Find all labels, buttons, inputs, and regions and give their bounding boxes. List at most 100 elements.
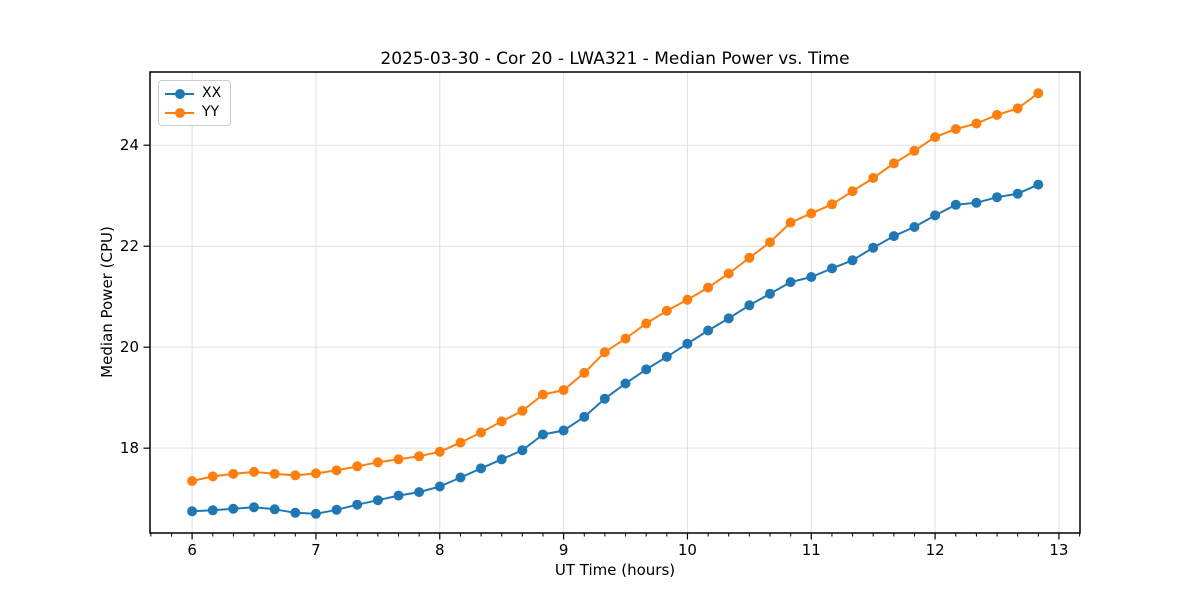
legend-line-marker-icon bbox=[165, 88, 194, 99]
data-point-YY bbox=[310, 468, 321, 479]
data-point-YY bbox=[785, 217, 796, 228]
legend-label-XX: XX bbox=[202, 85, 222, 101]
data-point-XX bbox=[249, 502, 259, 513]
data-point-XX bbox=[537, 429, 548, 440]
data-point-YY bbox=[909, 145, 920, 156]
data-point-YY bbox=[1012, 103, 1023, 114]
data-point-XX bbox=[187, 506, 198, 517]
axes-box bbox=[149, 71, 1081, 534]
data-point-YY bbox=[517, 405, 528, 416]
data-point-YY bbox=[661, 305, 672, 316]
data-point-XX bbox=[744, 300, 755, 311]
y-tick-label: 20 bbox=[120, 338, 139, 356]
data-point-XX bbox=[847, 255, 858, 266]
x-tick-label: 8 bbox=[435, 541, 445, 559]
data-point-YY bbox=[744, 252, 755, 263]
data-point-YY bbox=[723, 268, 734, 279]
x-tick-label: 7 bbox=[311, 541, 321, 559]
data-point-XX bbox=[269, 504, 280, 515]
data-point-XX bbox=[207, 505, 218, 516]
data-point-XX bbox=[393, 490, 404, 501]
series-XX bbox=[187, 179, 1044, 519]
data-point-YY bbox=[888, 158, 899, 169]
data-point-YY bbox=[249, 466, 259, 477]
data-point-XX bbox=[641, 364, 652, 375]
data-point-XX bbox=[827, 263, 837, 274]
x-tick-label: 10 bbox=[678, 541, 697, 559]
legend-entry-YY: YY bbox=[165, 105, 221, 120]
data-point-XX bbox=[517, 445, 528, 456]
data-point-XX bbox=[930, 210, 941, 221]
data-point-XX bbox=[661, 351, 672, 362]
data-point-YY bbox=[187, 476, 198, 486]
data-point-YY bbox=[476, 427, 486, 438]
x-tick-label: 12 bbox=[926, 541, 945, 559]
data-point-YY bbox=[393, 454, 404, 465]
data-point-YY bbox=[703, 282, 714, 293]
data-point-XX bbox=[682, 338, 693, 349]
data-point-XX bbox=[455, 472, 466, 483]
data-point-YY bbox=[290, 470, 301, 481]
data-point-XX bbox=[723, 313, 734, 324]
data-point-YY bbox=[207, 471, 218, 482]
legend-entry-XX: XX bbox=[165, 86, 221, 101]
data-point-XX bbox=[992, 192, 1002, 203]
data-point-XX bbox=[909, 222, 920, 232]
y-tick-label: 24 bbox=[120, 136, 139, 154]
chart-title: 2025-03-30 - Cor 20 - LWA321 - Median Po… bbox=[380, 49, 850, 69]
data-point-XX bbox=[868, 242, 879, 253]
x-axis: 6 7 8 9 10 11 12 13 bbox=[187, 533, 1068, 559]
data-point-YY bbox=[558, 385, 569, 396]
data-point-XX bbox=[434, 481, 445, 492]
data-point-XX bbox=[310, 508, 321, 519]
data-point-XX bbox=[703, 325, 714, 336]
data-point-XX bbox=[1012, 188, 1023, 199]
data-point-XX bbox=[765, 288, 775, 299]
data-point-YY bbox=[228, 468, 239, 479]
grid bbox=[150, 72, 1080, 533]
y-axis: 18 20 22 24 bbox=[120, 136, 150, 457]
data-point-YY bbox=[620, 333, 631, 344]
data-point-YY bbox=[599, 347, 610, 358]
data-point-YY bbox=[331, 465, 342, 476]
data-point-YY bbox=[455, 437, 466, 448]
legend-line-marker-icon bbox=[165, 107, 194, 118]
data-point-XX bbox=[228, 503, 239, 514]
data-point-YY bbox=[682, 294, 693, 305]
data-point-YY bbox=[269, 468, 280, 479]
x-axis-minor-ticks bbox=[150, 533, 1081, 537]
data-point-YY bbox=[579, 367, 590, 378]
data-point-YY bbox=[827, 199, 837, 210]
series-line-XX bbox=[191, 183, 1040, 515]
data-point-YY bbox=[847, 186, 858, 197]
data-point-XX bbox=[558, 425, 569, 436]
data-point-YY bbox=[950, 124, 961, 135]
data-point-YY bbox=[414, 451, 425, 462]
x-tick-label: 11 bbox=[802, 541, 821, 559]
data-point-YY bbox=[930, 132, 941, 143]
legend-label-YY: YY bbox=[202, 104, 220, 120]
y-axis-label: Median Power (CPU) bbox=[98, 226, 116, 378]
data-point-XX bbox=[331, 504, 342, 515]
data-point-YY bbox=[992, 109, 1002, 120]
data-point-XX bbox=[971, 197, 982, 208]
data-point-XX bbox=[785, 277, 796, 288]
data-point-YY bbox=[806, 208, 817, 219]
data-point-XX bbox=[372, 495, 383, 506]
data-point-XX bbox=[599, 393, 610, 404]
data-point-XX bbox=[352, 499, 363, 510]
y-tick-label: 18 bbox=[120, 439, 139, 457]
x-tick-label: 9 bbox=[559, 541, 569, 559]
data-point-YY bbox=[641, 318, 652, 329]
data-point-XX bbox=[579, 411, 590, 422]
data-point-YY bbox=[1033, 88, 1044, 99]
y-tick-label: 22 bbox=[120, 237, 139, 255]
data-point-YY bbox=[765, 237, 775, 248]
x-tick-label: 6 bbox=[187, 541, 197, 559]
data-point-XX bbox=[806, 272, 817, 282]
data-point-YY bbox=[352, 461, 363, 472]
data-point-XX bbox=[620, 378, 631, 389]
data-point-YY bbox=[434, 446, 445, 457]
